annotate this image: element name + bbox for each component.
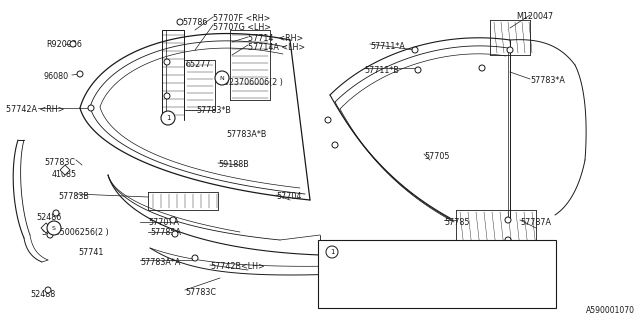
Circle shape: [164, 93, 170, 99]
Text: N023706006(2 ): N023706006(2 ): [218, 78, 283, 87]
Bar: [318, 240, 556, 308]
Circle shape: [412, 47, 418, 53]
Text: 65277: 65277: [186, 60, 211, 69]
Circle shape: [505, 217, 511, 223]
Text: 57741: 57741: [78, 248, 104, 257]
Text: 52488: 52488: [30, 290, 55, 299]
Circle shape: [332, 142, 338, 148]
Text: 1: 1: [330, 249, 334, 255]
Circle shape: [53, 210, 59, 216]
Text: 59188B: 59188B: [218, 160, 249, 169]
Text: 57714  <RH>: 57714 <RH>: [248, 34, 303, 43]
Polygon shape: [41, 223, 51, 233]
Circle shape: [326, 246, 338, 258]
Text: 57742A <RH>: 57742A <RH>: [6, 105, 65, 114]
Circle shape: [172, 231, 178, 237]
Circle shape: [164, 115, 170, 121]
Circle shape: [161, 111, 175, 125]
Circle shape: [215, 71, 229, 85]
Text: (9408-      ): (9408- ): [435, 278, 479, 287]
Circle shape: [325, 117, 331, 123]
Circle shape: [47, 232, 53, 238]
Circle shape: [507, 47, 513, 53]
Text: 57707G <LH>: 57707G <LH>: [213, 23, 271, 32]
Text: 57785A: 57785A: [346, 248, 377, 257]
Text: A590001070: A590001070: [586, 306, 635, 315]
Text: M120047: M120047: [516, 12, 553, 21]
Text: R920026: R920026: [46, 40, 82, 49]
Text: S: S: [52, 226, 56, 230]
Text: 1: 1: [166, 115, 170, 121]
Circle shape: [479, 65, 485, 71]
Text: S 045006256(2 ): S 045006256(2 ): [42, 228, 109, 237]
Circle shape: [77, 71, 83, 77]
Text: 57711*A: 57711*A: [370, 42, 405, 51]
Text: 57711*B: 57711*B: [364, 66, 399, 75]
Circle shape: [505, 237, 511, 243]
Text: 52486: 52486: [36, 213, 61, 222]
Text: 41085: 41085: [52, 170, 77, 179]
Text: 57783A*A: 57783A*A: [140, 258, 180, 267]
Polygon shape: [60, 165, 70, 175]
Circle shape: [415, 67, 421, 73]
Circle shape: [164, 59, 170, 65]
Text: 57783C: 57783C: [44, 158, 75, 167]
Text: 57783*A: 57783*A: [530, 76, 565, 85]
Text: 57783*B: 57783*B: [196, 106, 231, 115]
Text: (9403-9407): (9403-9407): [435, 248, 484, 257]
Circle shape: [45, 287, 51, 293]
Circle shape: [192, 255, 198, 261]
Text: 57704: 57704: [276, 192, 301, 201]
Text: N: N: [220, 76, 225, 81]
Text: 57785: 57785: [444, 218, 470, 227]
Text: 57785A: 57785A: [150, 228, 181, 237]
Text: 57783A*B: 57783A*B: [226, 130, 266, 139]
Text: 57705: 57705: [424, 152, 449, 161]
Circle shape: [47, 221, 61, 235]
Text: 57783B: 57783B: [58, 192, 89, 201]
Circle shape: [70, 41, 76, 47]
Text: 57742B<LH>: 57742B<LH>: [210, 262, 265, 271]
Text: 57783C: 57783C: [185, 288, 216, 297]
Text: 57707A: 57707A: [148, 218, 179, 227]
Circle shape: [177, 19, 183, 25]
Circle shape: [88, 105, 94, 111]
Text: 57783*A: 57783*A: [326, 278, 361, 287]
Text: 57707F <RH>: 57707F <RH>: [213, 14, 270, 23]
Circle shape: [170, 217, 176, 223]
Text: 57714A <LH>: 57714A <LH>: [248, 43, 305, 52]
Text: 96080: 96080: [44, 72, 69, 81]
Text: 57787A: 57787A: [520, 218, 551, 227]
Text: 57786: 57786: [182, 18, 207, 27]
